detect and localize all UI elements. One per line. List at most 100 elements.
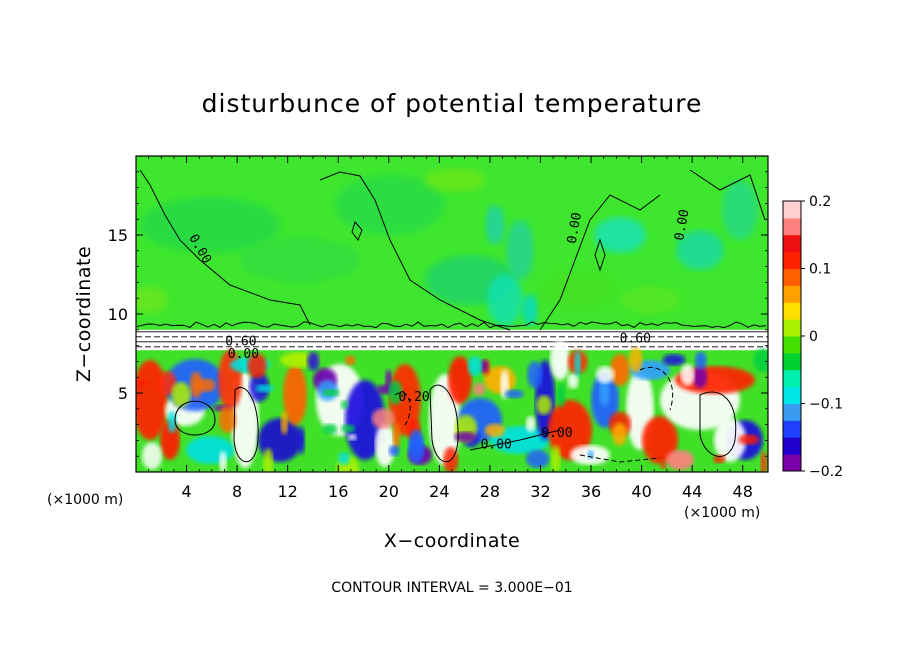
field-patch xyxy=(550,340,570,380)
field-patch xyxy=(136,380,149,387)
field-patch xyxy=(612,422,628,446)
field-patch xyxy=(157,371,177,396)
colorbar-tick-label: −0.1 xyxy=(809,397,843,413)
lower-layer-field xyxy=(136,340,768,472)
field-patch xyxy=(722,180,758,240)
field-patch xyxy=(167,410,177,433)
field-patch xyxy=(345,380,385,460)
field-patch xyxy=(587,450,594,460)
contour-line xyxy=(174,400,216,436)
inversion-band xyxy=(136,329,768,351)
field-patch xyxy=(485,205,505,245)
y-tick-label: 10 xyxy=(108,305,128,324)
contour-line xyxy=(319,171,511,331)
chart-title: disturbunce of potential temperature xyxy=(202,89,703,118)
field-patch xyxy=(344,355,356,366)
x-tick-label: 44 xyxy=(682,482,702,501)
field-patch xyxy=(574,350,582,378)
field-patch xyxy=(692,365,708,389)
contour-line xyxy=(136,321,767,329)
field-patch xyxy=(556,383,566,408)
contour-label: 0.00 xyxy=(672,208,692,241)
field-patch xyxy=(408,434,425,464)
colorbar-segment xyxy=(783,285,801,303)
field-patch xyxy=(610,354,630,386)
colorbar-segment xyxy=(783,217,801,236)
colorbar-segment xyxy=(783,369,801,388)
colorbar-segment xyxy=(783,352,801,371)
colorbar-segment xyxy=(783,319,801,337)
x-tick-label: 24 xyxy=(429,482,449,501)
contour-line xyxy=(429,384,459,463)
y-axis-ticks: 5 10 15 xyxy=(108,171,768,457)
field-patch xyxy=(680,363,695,386)
field-patch xyxy=(472,382,486,396)
field-patch xyxy=(347,433,357,441)
field-patch xyxy=(487,274,523,326)
field-patch xyxy=(659,462,667,470)
colorbar-segment xyxy=(783,336,801,354)
contour-interval: CONTOUR INTERVAL = 3.000E−01 xyxy=(331,580,572,596)
field-patch xyxy=(676,230,724,270)
field-patch xyxy=(340,400,349,410)
field-patch xyxy=(247,353,267,379)
contour-label: 0.20 xyxy=(398,390,429,405)
field-patch xyxy=(388,380,403,405)
colorbar-tick-label: −0.2 xyxy=(809,464,843,480)
colorbar-segment xyxy=(783,251,801,269)
contour-label: 0.00 xyxy=(481,437,512,452)
field-patch xyxy=(189,371,203,399)
x-tick-label: 4 xyxy=(181,482,191,501)
x-axis-label: X−coordinate xyxy=(384,530,520,552)
field-patch xyxy=(599,378,610,407)
contour-line xyxy=(539,194,661,331)
field-patch xyxy=(527,361,543,389)
field-patch xyxy=(506,220,534,280)
x-axis-ticks: 4 8 12 16 20 24 28 32 36 40 44 48 xyxy=(148,156,756,501)
field-patch xyxy=(297,426,305,455)
field-patch xyxy=(388,445,400,457)
contour-label: 0.60 xyxy=(225,335,256,350)
contour-line xyxy=(469,429,561,451)
colorbar xyxy=(782,200,802,472)
field-patch xyxy=(392,421,401,449)
field-patch xyxy=(375,423,395,467)
field-patch xyxy=(548,400,592,460)
field-patch xyxy=(694,351,707,370)
x-tick-label: 32 xyxy=(530,482,550,501)
field-patch xyxy=(454,431,477,443)
field-patch xyxy=(479,359,489,373)
field-patch xyxy=(738,434,760,445)
field-patch xyxy=(283,365,307,425)
field-patch xyxy=(171,381,191,408)
colorbar-segment xyxy=(783,201,801,219)
contour-line xyxy=(639,366,674,411)
colorbar-segment xyxy=(783,403,801,421)
field-patch xyxy=(666,450,694,470)
field-patch xyxy=(340,424,355,433)
field-patch xyxy=(136,286,168,314)
field-patch xyxy=(753,348,768,373)
field-patch xyxy=(337,452,351,465)
contour-label: 0.00 xyxy=(565,211,585,244)
field-patch xyxy=(522,294,538,326)
field-patch xyxy=(484,423,506,438)
y-axis-label: Z−coordinate xyxy=(73,246,95,382)
contour-lines xyxy=(136,169,767,463)
field-patch xyxy=(642,416,678,464)
field-patch xyxy=(322,388,340,397)
y-tick-label: 15 xyxy=(108,226,128,245)
colorbar-segment xyxy=(783,386,801,404)
colorbar-tick-label: 0.1 xyxy=(809,262,831,278)
field-patch xyxy=(425,168,485,192)
x-tick-label: 12 xyxy=(278,482,298,501)
field-patch xyxy=(714,418,746,462)
x-tick-label: 20 xyxy=(379,482,399,501)
contour-label: 0.60 xyxy=(620,331,651,346)
x-tick-label: 40 xyxy=(631,482,651,501)
x-unit-label-right: (×1000 m) xyxy=(684,505,760,521)
colorbar-segment xyxy=(783,234,801,253)
colorbar-segment xyxy=(783,420,801,438)
field-patch xyxy=(595,366,615,384)
